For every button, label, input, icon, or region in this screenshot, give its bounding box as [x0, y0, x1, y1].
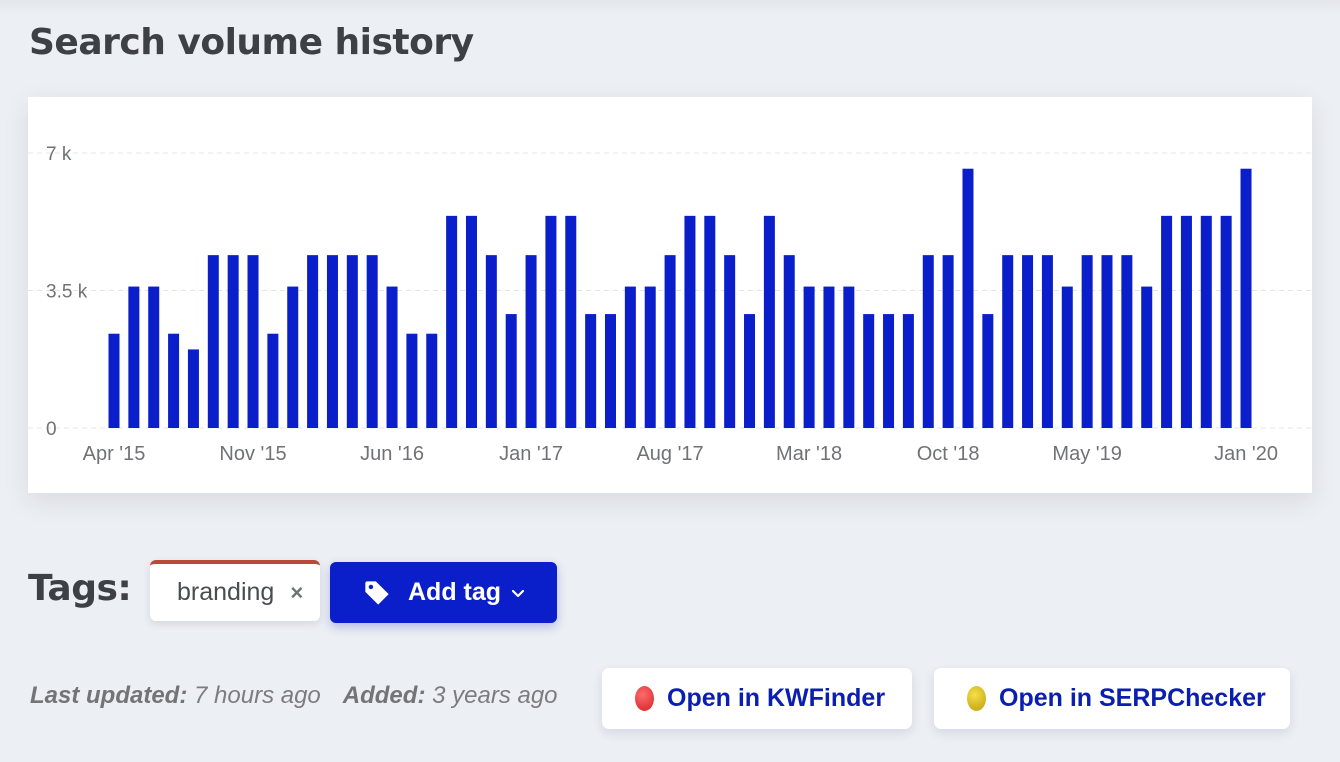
- x-tick-label: Jan '17: [499, 443, 563, 465]
- bar[interactable]: Jan '17: 4400: [525, 255, 537, 428]
- bar[interactable]: Oct '15: 4400: [227, 255, 239, 428]
- y-tick-label: 0: [46, 419, 57, 440]
- bar[interactable]: May '16: 4400: [366, 255, 378, 428]
- bar[interactable]: Apr '16: 4400: [346, 255, 358, 428]
- bar[interactable]: Jan '18: 5400: [763, 215, 775, 428]
- bar[interactable]: Dec '17: 2900: [744, 314, 756, 428]
- bar[interactable]: Jun '15: 3600: [148, 286, 160, 428]
- bar[interactable]: Aug '16: 2400: [426, 333, 438, 428]
- x-tick-label: Jun '16: [360, 443, 424, 465]
- top-shade: [0, 0, 1340, 14]
- bar[interactable]: Nov '18: 6600: [962, 168, 974, 428]
- x-tick-label: Nov '15: [219, 443, 286, 465]
- last-updated-label: Last updated:: [30, 682, 188, 709]
- bar[interactable]: May '17: 2900: [605, 314, 616, 428]
- bar[interactable]: Dec '18: 2900: [982, 314, 994, 428]
- bar[interactable]: Nov '17: 4400: [724, 255, 736, 428]
- x-tick-label: Apr '15: [83, 443, 146, 465]
- added-label: Added:: [342, 682, 426, 709]
- bar[interactable]: Jul '17: 3600: [644, 286, 656, 428]
- add-tag-button[interactable]: Add tag: [330, 562, 557, 623]
- tag-text: branding: [177, 578, 275, 606]
- serpchecker-dot-icon: [967, 686, 986, 711]
- open-in-serpchecker-button[interactable]: Open in SERPChecker: [934, 668, 1290, 729]
- bar[interactable]: Aug '18: 2900: [902, 314, 914, 428]
- bar[interactable]: May '18: 3600: [843, 286, 855, 428]
- last-updated-value: 7 hours ago: [194, 682, 321, 709]
- bar[interactable]: Jul '19: 4400: [1121, 255, 1133, 428]
- bar[interactable]: Jul '15: 2400: [168, 333, 180, 428]
- bar[interactable]: Oct '16: 5400: [465, 215, 477, 428]
- section-title: Search volume history: [29, 22, 474, 63]
- bar[interactable]: Feb '17: 5400: [545, 215, 557, 428]
- bar[interactable]: Sep '19: 5400: [1161, 215, 1173, 428]
- bar[interactable]: Oct '17: 5400: [704, 215, 716, 428]
- bar[interactable]: Dec '16: 2900: [505, 314, 517, 428]
- bar[interactable]: Feb '18: 4400: [783, 255, 795, 428]
- bar[interactable]: May '19: 4400: [1081, 255, 1093, 428]
- meta-info: Last updated: 7 hours ago Added: 3 years …: [30, 682, 558, 710]
- x-tick-label: Oct '18: [917, 443, 980, 465]
- bar[interactable]: Aug '15: 2000: [187, 349, 199, 428]
- bar[interactable]: Nov '15: 4400: [247, 255, 259, 428]
- bar[interactable]: Sep '18: 4400: [922, 255, 934, 428]
- bar[interactable]: Oct '19: 5400: [1180, 215, 1192, 428]
- bar[interactable]: Apr '19: 3600: [1061, 286, 1073, 428]
- search-volume-chart: 0 3.5 k 7 k Apr '15: 2400 May '15: 3600 Jun '…: [28, 97, 1312, 493]
- tags-label: Tags:: [28, 568, 132, 609]
- kwfinder-dot-icon: [635, 686, 654, 711]
- bar[interactable]: Jun '18: 2900: [863, 314, 875, 428]
- bar[interactable]: Jun '16: 3600: [386, 286, 398, 428]
- bar[interactable]: Jun '19: 4400: [1101, 255, 1113, 428]
- bar[interactable]: Sep '17: 5400: [684, 215, 696, 428]
- bar[interactable]: Oct '18: 4400: [942, 255, 954, 428]
- bar[interactable]: Jan '20: 6600: [1240, 168, 1252, 428]
- bar[interactable]: Mar '16: 4400: [326, 255, 338, 428]
- bar[interactable]: Dec '19: 5400: [1220, 215, 1232, 428]
- y-tick-label: 7 k: [46, 144, 72, 165]
- chevron-down-icon: [511, 589, 525, 597]
- close-icon[interactable]: ×: [290, 579, 304, 605]
- bar[interactable]: Feb '19: 4400: [1022, 255, 1034, 428]
- bar[interactable]: Nov '16: 4400: [485, 255, 497, 428]
- bar[interactable]: Apr '18: 3600: [823, 286, 835, 428]
- bar[interactable]: Nov '19: 5400: [1200, 215, 1212, 428]
- serpchecker-label: Open in SERPChecker: [999, 684, 1266, 712]
- tag-icon: [365, 580, 389, 605]
- bar[interactable]: Aug '19: 3600: [1141, 286, 1153, 428]
- bar[interactable]: Aug '17: 4400: [664, 255, 676, 428]
- added-value: 3 years ago: [432, 682, 558, 709]
- bar[interactable]: Mar '17: 5400: [565, 215, 577, 428]
- bar[interactable]: Jul '18: 2900: [883, 314, 895, 428]
- bar[interactable]: Sep '16: 5400: [446, 215, 458, 428]
- bar[interactable]: Apr '17: 2900: [585, 314, 597, 428]
- open-in-kwfinder-button[interactable]: Open in KWFinder: [602, 668, 912, 729]
- kwfinder-label: Open in KWFinder: [667, 684, 886, 712]
- x-tick-label: May '19: [1052, 443, 1121, 465]
- bar[interactable]: Mar '19: 4400: [1041, 255, 1053, 428]
- bar[interactable]: Feb '16: 4400: [307, 255, 319, 428]
- bar[interactable]: May '15: 3600: [128, 286, 140, 428]
- bar[interactable]: Jul '16: 2400: [406, 333, 418, 428]
- bar[interactable]: Sep '15: 4400: [207, 255, 219, 428]
- bar[interactable]: Mar '18: 3600: [803, 286, 815, 428]
- bar[interactable]: Jan '19: 4400: [1002, 255, 1014, 428]
- bar[interactable]: Dec '15: 2400: [267, 333, 279, 428]
- y-tick-label: 3.5 k: [46, 282, 88, 303]
- tag-chip-branding: branding ×: [150, 560, 320, 621]
- bar[interactable]: Jun '17: 3600: [624, 286, 636, 428]
- bar[interactable]: Apr '15: 2400: [108, 333, 120, 428]
- bar[interactable]: Jan '16: 3600: [287, 286, 299, 428]
- x-tick-label: Aug '17: [636, 443, 703, 465]
- add-tag-label: Add tag: [408, 578, 502, 606]
- x-tick-label: Mar '18: [776, 443, 842, 465]
- bar-chart: 0 3.5 k 7 k Apr '15: 2400 May '15: 3600 Jun '…: [28, 144, 1312, 465]
- x-tick-label: Jan '20: [1214, 443, 1278, 465]
